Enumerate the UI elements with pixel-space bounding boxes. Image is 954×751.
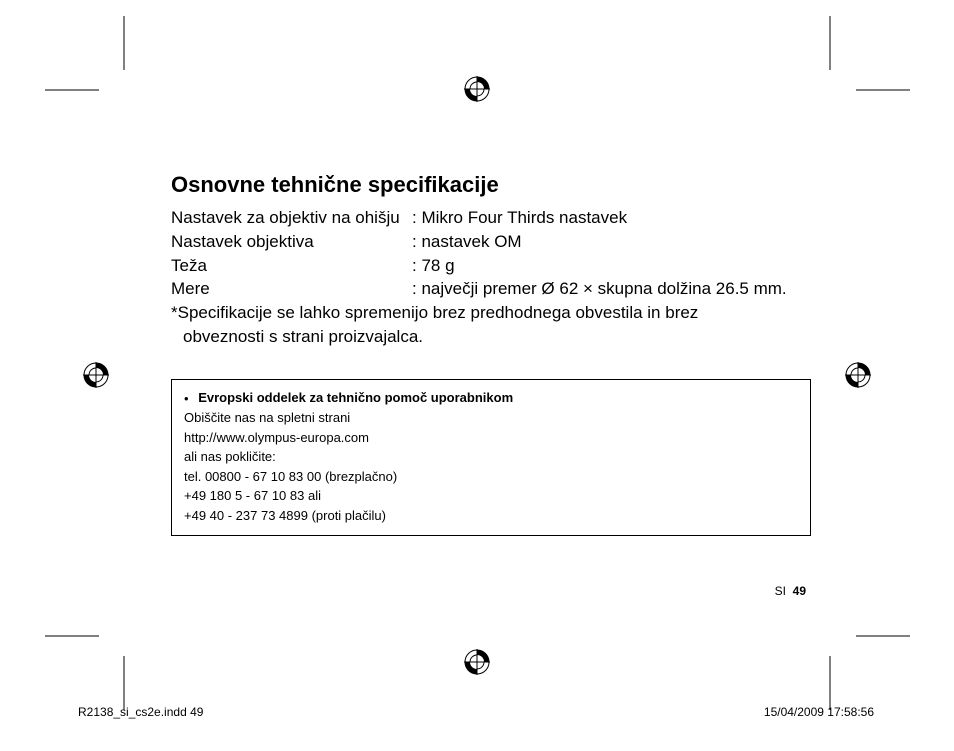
crop-mark-bl	[45, 620, 135, 710]
crop-mark-br	[820, 620, 910, 710]
spec-row-dimensions: Mere : največji premer Ø 62 × skupna dol…	[171, 277, 811, 301]
spec-value: : nastavek OM	[412, 230, 811, 254]
section-title: Osnovne tehnične specifikacije	[171, 172, 811, 198]
registration-mark-top	[464, 76, 490, 102]
page-number: SI 49	[775, 584, 806, 598]
page-num-value: 49	[793, 584, 806, 598]
bullet-icon: •	[184, 389, 189, 409]
registration-mark-bottom	[464, 649, 490, 675]
registration-mark-left	[83, 362, 109, 388]
spec-label: Teža	[171, 254, 412, 278]
spec-row-weight: Teža : 78 g	[171, 254, 811, 278]
support-line: tel. 00800 - 67 10 83 00 (brezplačno)	[184, 467, 798, 487]
support-box: • Evropski oddelek za tehnično pomoč upo…	[171, 379, 811, 536]
support-line: Obiščite nas na spletni strani	[184, 408, 798, 428]
spec-row-mount-body: Nastavek za objektiv na ohišju : Mikro F…	[171, 206, 811, 230]
support-line: +49 180 5 - 67 10 83 ali	[184, 486, 798, 506]
support-heading: Evropski oddelek za tehnično pomoč upora…	[198, 390, 513, 405]
disclaimer-line2: obveznosti s strani proizvajalca.	[171, 325, 811, 349]
spec-value: : 78 g	[412, 254, 811, 278]
spec-value: : Mikro Four Thirds nastavek	[412, 206, 811, 230]
support-line: +49 40 - 237 73 4899 (proti plačilu)	[184, 506, 798, 526]
spec-row-lens-mount: Nastavek objektiva : nastavek OM	[171, 230, 811, 254]
registration-mark-right	[845, 362, 871, 388]
spec-label: Nastavek objektiva	[171, 230, 412, 254]
page-lang: SI	[775, 584, 786, 598]
crop-mark-tr	[820, 16, 910, 106]
spec-value: : največji premer Ø 62 × skupna dolžina …	[412, 277, 811, 301]
crop-mark-tl	[45, 16, 135, 106]
support-heading-row: • Evropski oddelek za tehnično pomoč upo…	[184, 388, 798, 408]
footer-timestamp: 15/04/2009 17:58:56	[764, 705, 874, 719]
footer-filename: R2138_si_cs2e.indd 49	[78, 705, 203, 719]
support-line: http://www.olympus-europa.com	[184, 428, 798, 448]
disclaimer-line1: *Specifikacije se lahko spremenijo brez …	[171, 301, 811, 325]
spec-label: Mere	[171, 277, 412, 301]
spec-label: Nastavek za objektiv na ohišju	[171, 206, 412, 230]
page-content: Osnovne tehnične specifikacije Nastavek …	[171, 172, 811, 536]
support-line: ali nas pokličite:	[184, 447, 798, 467]
